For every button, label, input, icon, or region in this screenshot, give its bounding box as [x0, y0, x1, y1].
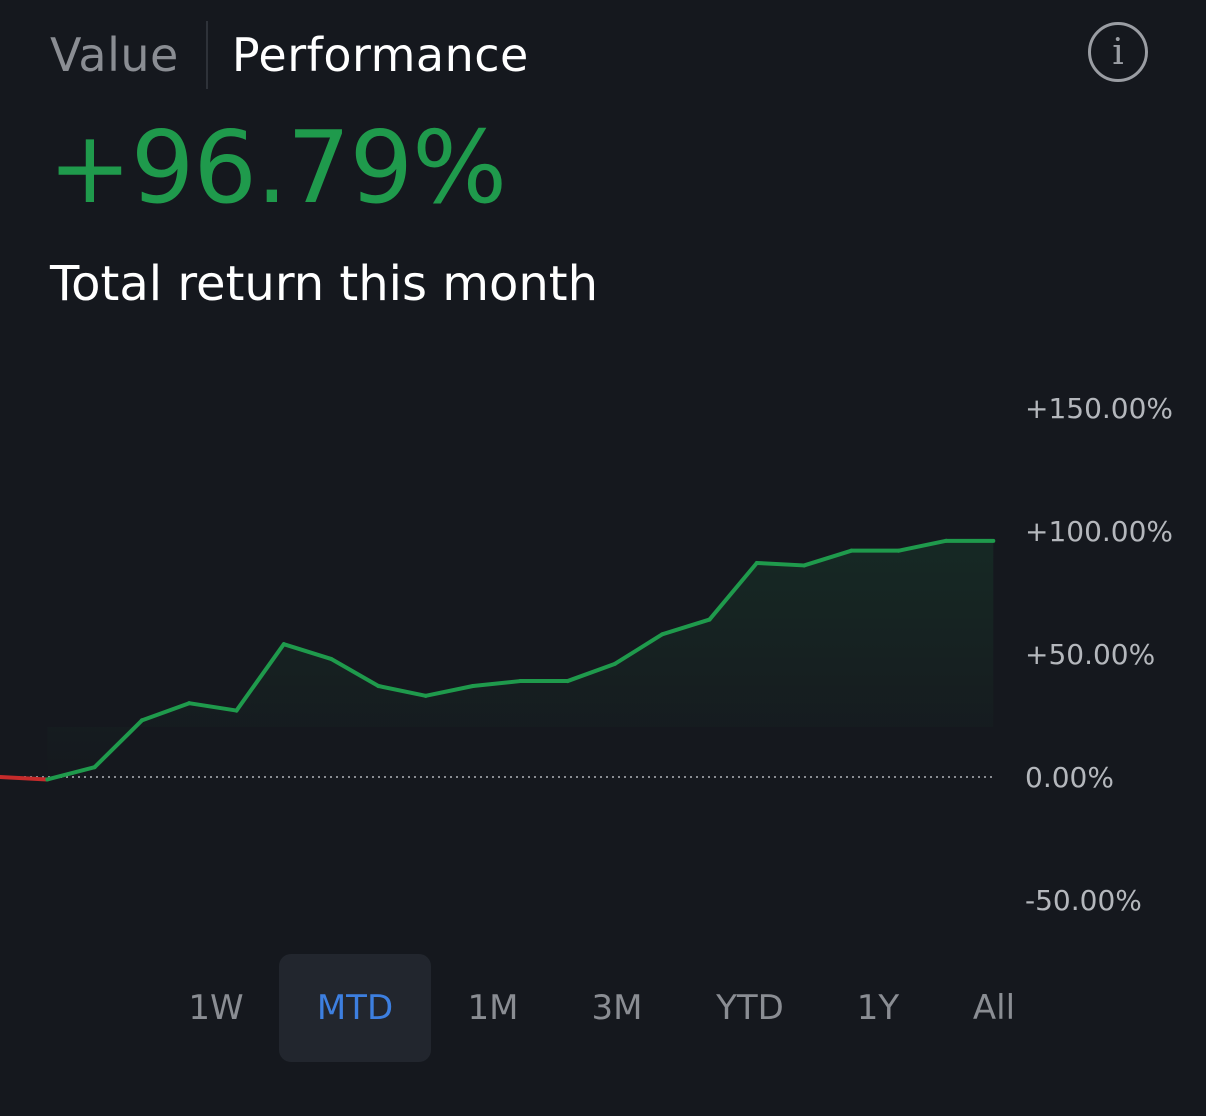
range-option-1y[interactable]: 1Y — [856, 988, 900, 1028]
total-return-label: Total return this month — [50, 256, 599, 312]
tab-divider — [205, 21, 208, 89]
series-line-segment — [45, 765, 97, 782]
range-option-ytd[interactable]: YTD — [716, 988, 784, 1028]
y-tick-label: -50.00% — [1025, 884, 1142, 917]
series-line-segment — [234, 642, 286, 713]
series-line-segment — [612, 632, 665, 666]
y-tick-label: 0.00% — [1025, 761, 1114, 794]
view-tabs: Value Performance — [50, 21, 529, 89]
series-line-segment — [376, 683, 428, 698]
series-line-segment — [92, 718, 144, 770]
series-area-fill — [47, 540, 994, 780]
series-line-segment — [754, 560, 807, 568]
series-line-segment — [660, 617, 712, 637]
series-line-segment — [802, 548, 854, 568]
y-tick-label: +150.00% — [1025, 392, 1173, 425]
performance-chart: +150.00% +100.00% +50.00% 0.00% -50.00% — [0, 392, 1173, 917]
range-option-1w[interactable]: 1W — [188, 988, 244, 1028]
range-option-mtd[interactable]: MTD — [279, 954, 431, 1062]
series-line-segment — [187, 701, 239, 713]
tab-value[interactable]: Value — [50, 28, 179, 82]
total-return-value: +96.79% — [48, 109, 507, 226]
y-tick-label: +50.00% — [1025, 638, 1155, 671]
series-line-segment — [423, 683, 475, 698]
series-line-segment — [896, 538, 948, 553]
time-range-selector: 1W MTD 1M 3M YTD 1Y All — [150, 954, 1206, 1062]
y-tick-label: +100.00% — [1025, 515, 1173, 548]
series-line-segment — [281, 642, 334, 661]
series-line-segment — [565, 661, 617, 684]
tab-performance[interactable]: Performance — [231, 28, 529, 82]
range-option-3m[interactable]: 3M — [591, 988, 643, 1028]
series-line-segment — [0, 775, 50, 782]
series-line-segment — [329, 656, 381, 688]
series-line-segment — [139, 701, 192, 723]
series-line-segment — [471, 679, 523, 688]
series-line-segment — [707, 560, 759, 622]
range-option-all[interactable]: All — [972, 988, 1016, 1028]
info-icon-glyph: i — [1112, 31, 1124, 73]
info-icon[interactable]: i — [1088, 22, 1148, 82]
range-option-1m[interactable]: 1M — [467, 988, 519, 1028]
